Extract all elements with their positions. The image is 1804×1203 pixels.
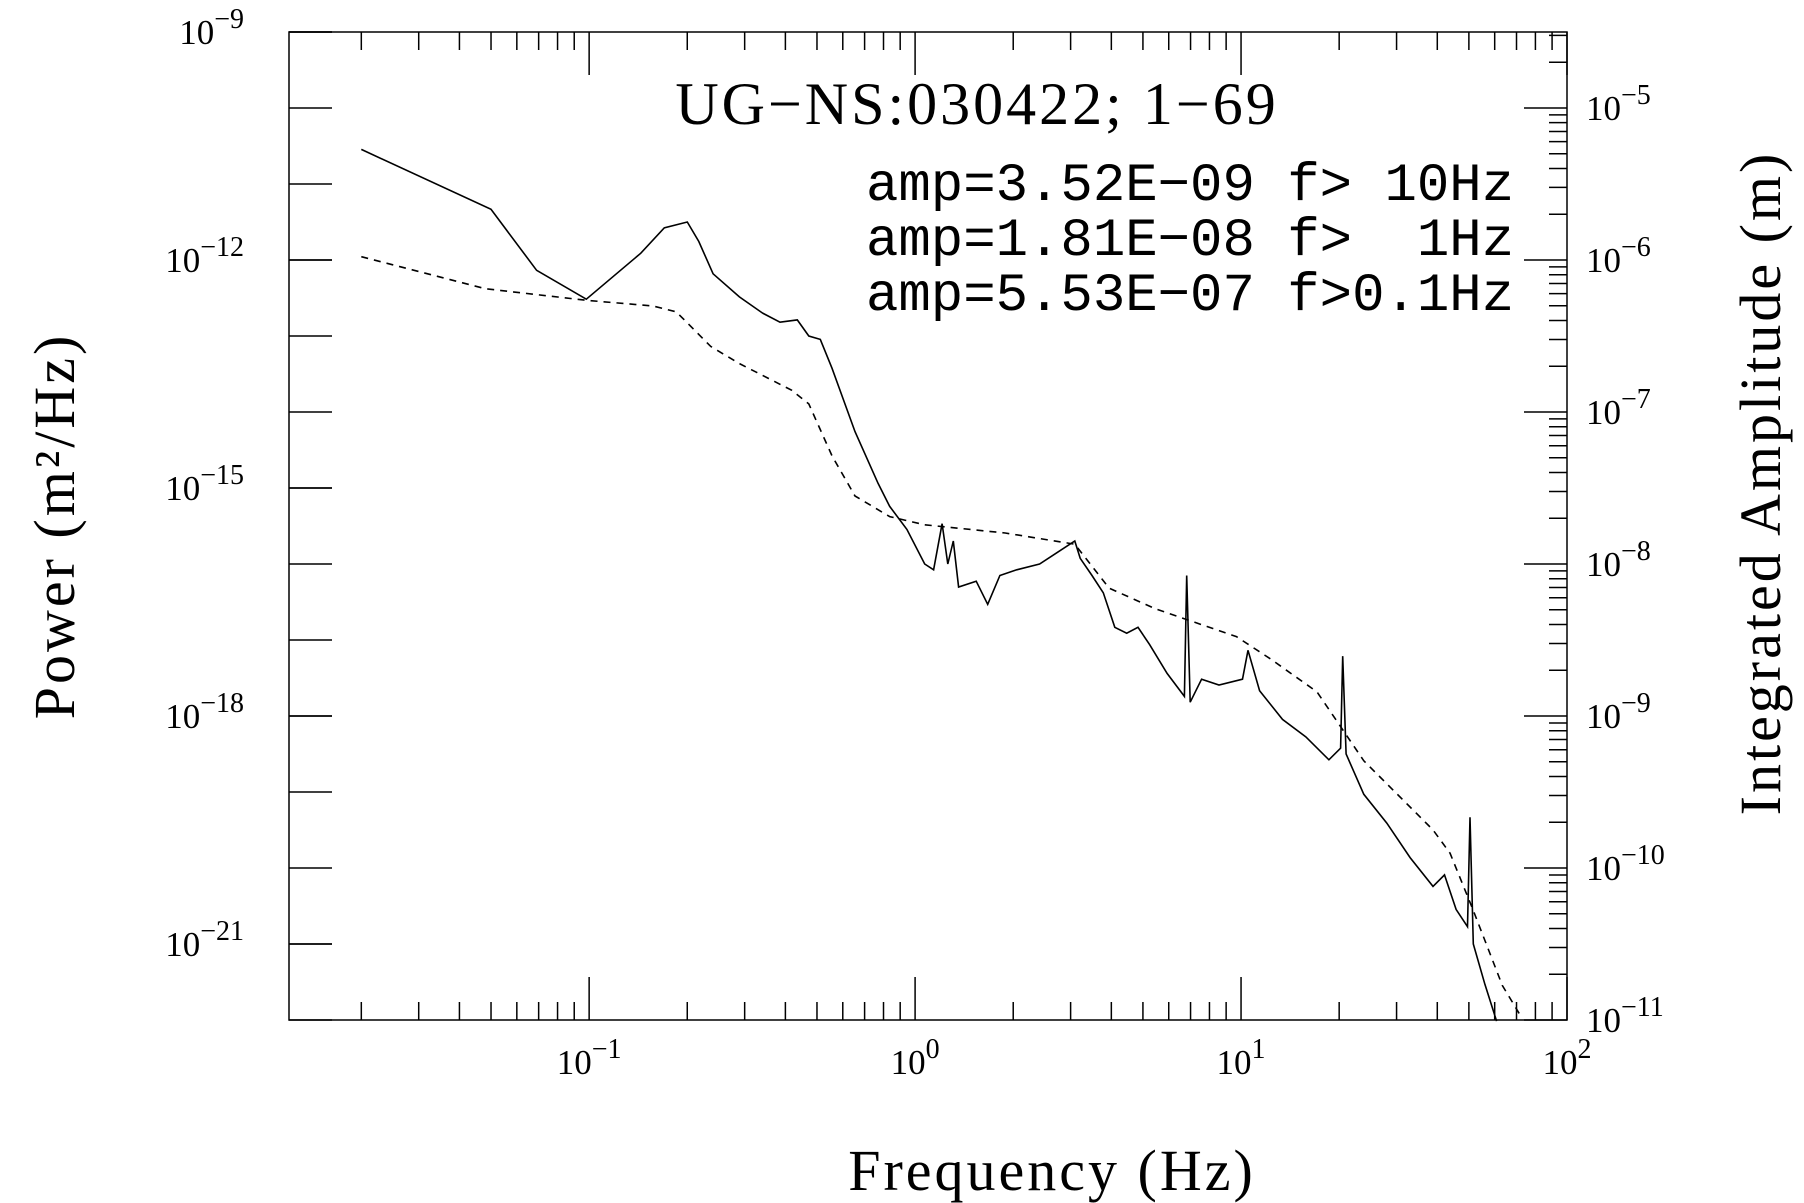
y-tick-label: 10−18	[165, 688, 244, 736]
y2-tick-label: 10−11	[1586, 992, 1664, 1040]
y-tick-label: 10−9	[179, 4, 244, 52]
annotation: amp=1.81E−08 f> 1Hz	[866, 211, 1514, 272]
y2-tick-label: 10−7	[1586, 384, 1651, 432]
data-line	[361, 255, 1521, 1015]
x-axis-label: Frequency (Hz)	[848, 1138, 1256, 1203]
y2-tick-label: 10−10	[1586, 840, 1665, 888]
y2-tick-label: 10−5	[1586, 80, 1651, 128]
y2-axis-label: Integrated Amplitude (m)	[1728, 151, 1793, 816]
chart-title: UG−NS:030422; 1−69	[675, 71, 1278, 137]
y2-tick-label: 10−9	[1586, 688, 1651, 736]
y-axis-label: Power (m²/Hz)	[22, 333, 87, 720]
annotation: amp=3.52E−09 f> 10Hz	[866, 156, 1514, 217]
data-line	[360, 148, 1498, 1022]
annotation: amp=5.53E−07 f>0.1Hz	[866, 266, 1514, 327]
y-tick-label: 10−21	[165, 916, 244, 964]
y-tick-label: 10−15	[165, 460, 244, 508]
y2-tick-label: 10−8	[1586, 536, 1651, 584]
x-tick-label: 10−1	[557, 1034, 622, 1082]
y2-tick-label: 10−6	[1586, 232, 1651, 280]
x-tick-label: 101	[1217, 1034, 1266, 1082]
y-tick-label: 10−12	[165, 232, 244, 280]
plot-frame	[288, 31, 1568, 1021]
x-tick-label: 100	[891, 1034, 940, 1082]
x-tick-label: 102	[1543, 1034, 1592, 1082]
